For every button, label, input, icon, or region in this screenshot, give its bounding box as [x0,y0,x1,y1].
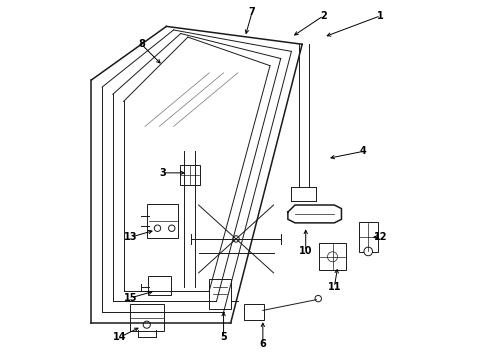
Text: 2: 2 [320,11,327,21]
Circle shape [327,252,338,262]
Circle shape [169,225,175,231]
Circle shape [154,225,161,231]
Circle shape [364,247,372,256]
Circle shape [143,321,150,328]
FancyBboxPatch shape [180,165,199,185]
FancyBboxPatch shape [148,276,171,295]
Text: 11: 11 [327,282,341,292]
Text: 8: 8 [138,39,145,49]
FancyBboxPatch shape [147,204,178,238]
Text: 14: 14 [113,332,127,342]
FancyBboxPatch shape [245,304,264,320]
Text: 13: 13 [124,232,137,242]
FancyBboxPatch shape [359,222,378,252]
Text: 7: 7 [249,7,255,17]
Text: 6: 6 [260,339,266,349]
Text: 15: 15 [124,293,137,303]
FancyBboxPatch shape [130,304,164,331]
FancyBboxPatch shape [319,243,346,270]
Text: 1: 1 [377,11,384,21]
Text: 5: 5 [220,332,227,342]
FancyBboxPatch shape [209,279,231,309]
Circle shape [315,296,321,302]
Text: 3: 3 [159,168,166,178]
Text: 10: 10 [299,247,313,256]
Text: 12: 12 [374,232,388,242]
Circle shape [233,236,239,242]
Text: 4: 4 [360,147,366,157]
